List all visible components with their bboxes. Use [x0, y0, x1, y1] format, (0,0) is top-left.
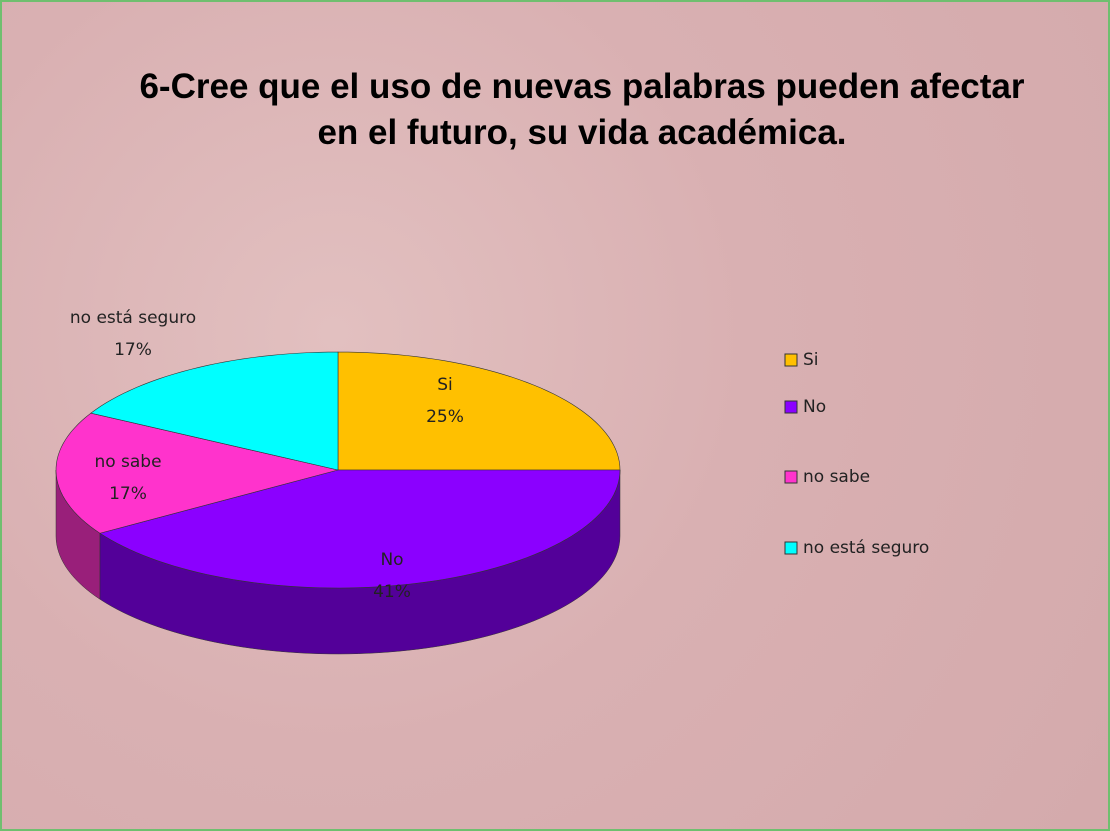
legend-label: no está seguro: [803, 538, 929, 558]
data-label-value: 17%: [114, 340, 152, 360]
data-label-value: 41%: [373, 582, 411, 602]
pie-slice: [55, 412, 339, 534]
legend-label: no sabe: [803, 467, 870, 487]
data-label-name: no está seguro: [70, 308, 196, 328]
pie-slice: [99, 469, 621, 589]
legend-label: Si: [803, 350, 819, 370]
legend-swatch: [784, 470, 798, 484]
legend-swatch: [784, 541, 798, 555]
pie-slice: [90, 351, 339, 471]
chart-title: 6-Cree que el uso de nuevas palabras pue…: [139, 67, 1025, 152]
data-label-name: No: [380, 550, 403, 570]
data-label-name: no sabe: [94, 452, 161, 472]
pie-slice: [337, 351, 621, 471]
legend-swatch: [784, 353, 798, 367]
legend-label: No: [803, 397, 826, 417]
data-label-name: Si: [437, 375, 453, 395]
legend-swatch: [784, 400, 798, 414]
data-label-value: 17%: [109, 484, 147, 504]
data-label-value: 25%: [426, 407, 464, 427]
